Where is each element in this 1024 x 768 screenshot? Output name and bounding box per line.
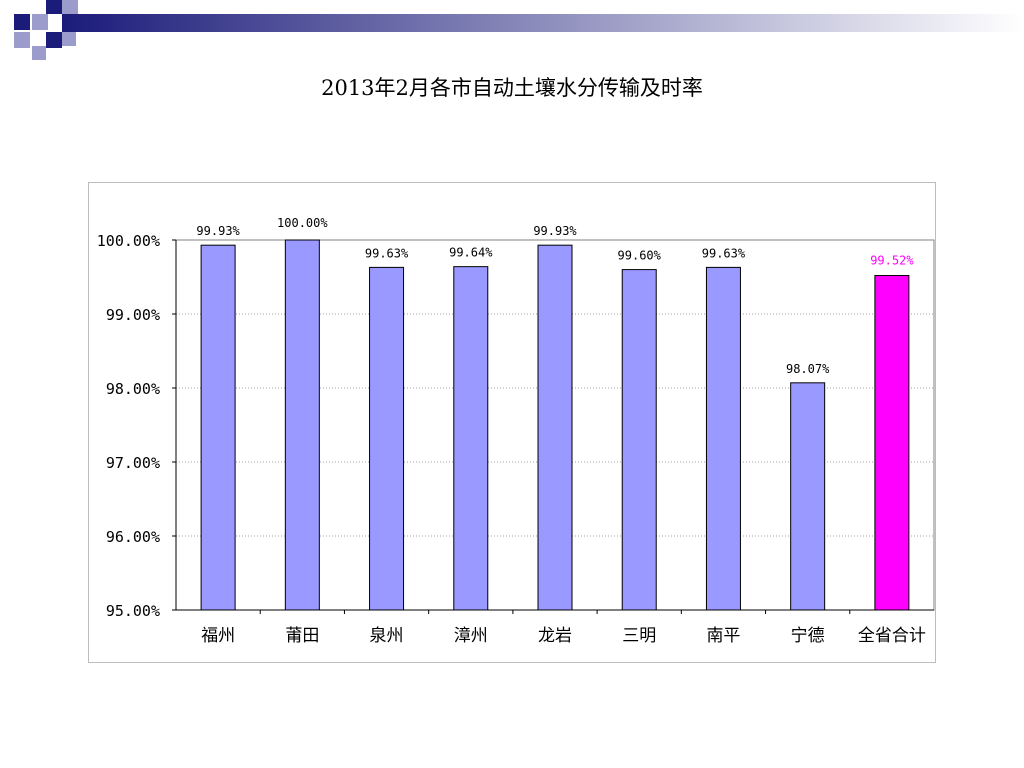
y-tick-label: 98.00% xyxy=(106,380,160,398)
decor-square-light-2 xyxy=(62,0,78,14)
bar xyxy=(284,239,320,611)
bar xyxy=(453,266,489,611)
bar xyxy=(369,266,405,611)
decor-square-light-1 xyxy=(32,14,48,30)
x-tick-label: 南平 xyxy=(706,626,740,646)
x-tick-label: 漳州 xyxy=(454,626,488,646)
data-label: 99.93% xyxy=(533,224,577,238)
slide-title: 2013年2月各市自动土壤水分传输及时率 xyxy=(321,76,703,100)
y-tick-label: 97.00% xyxy=(106,454,160,472)
data-label: 99.60% xyxy=(618,249,662,263)
decor-square-light-5 xyxy=(62,32,76,46)
data-label: 99.63% xyxy=(365,246,409,260)
decor-square-dark-2 xyxy=(46,0,62,14)
bar xyxy=(200,244,236,611)
decor-square-dark-1 xyxy=(14,14,30,30)
data-label: 99.64% xyxy=(449,246,493,260)
data-label: 99.63% xyxy=(702,246,746,260)
x-tick-label: 宁德 xyxy=(791,626,825,646)
decor-square-light-3 xyxy=(14,32,30,48)
bar xyxy=(537,244,573,611)
y-tick-label: 100.00% xyxy=(97,232,160,250)
x-tick-label: 三明 xyxy=(622,626,656,646)
header-gradient-bar xyxy=(62,14,1024,32)
decor-square-dark-3 xyxy=(46,32,62,48)
y-tick-label: 99.00% xyxy=(106,306,160,324)
bar xyxy=(790,382,826,611)
y-tick-label: 96.00% xyxy=(106,528,160,546)
x-tick-label: 福州 xyxy=(201,626,235,646)
bar xyxy=(621,269,657,611)
x-tick-label: 全省合计 xyxy=(858,626,926,646)
bar xyxy=(705,266,741,611)
bar xyxy=(874,275,910,611)
data-label: 98.07% xyxy=(786,362,830,376)
header-decoration xyxy=(14,0,1024,60)
data-label: 99.93% xyxy=(196,224,240,238)
data-label: 99.52% xyxy=(870,254,914,268)
x-tick-label: 泉州 xyxy=(370,626,404,646)
x-tick-label: 莆田 xyxy=(285,626,319,646)
y-tick-label: 95.00% xyxy=(106,602,160,620)
x-tick-label: 龙岩 xyxy=(538,626,572,646)
data-label: 100.00% xyxy=(277,216,328,230)
decor-square-light-4 xyxy=(32,46,46,60)
